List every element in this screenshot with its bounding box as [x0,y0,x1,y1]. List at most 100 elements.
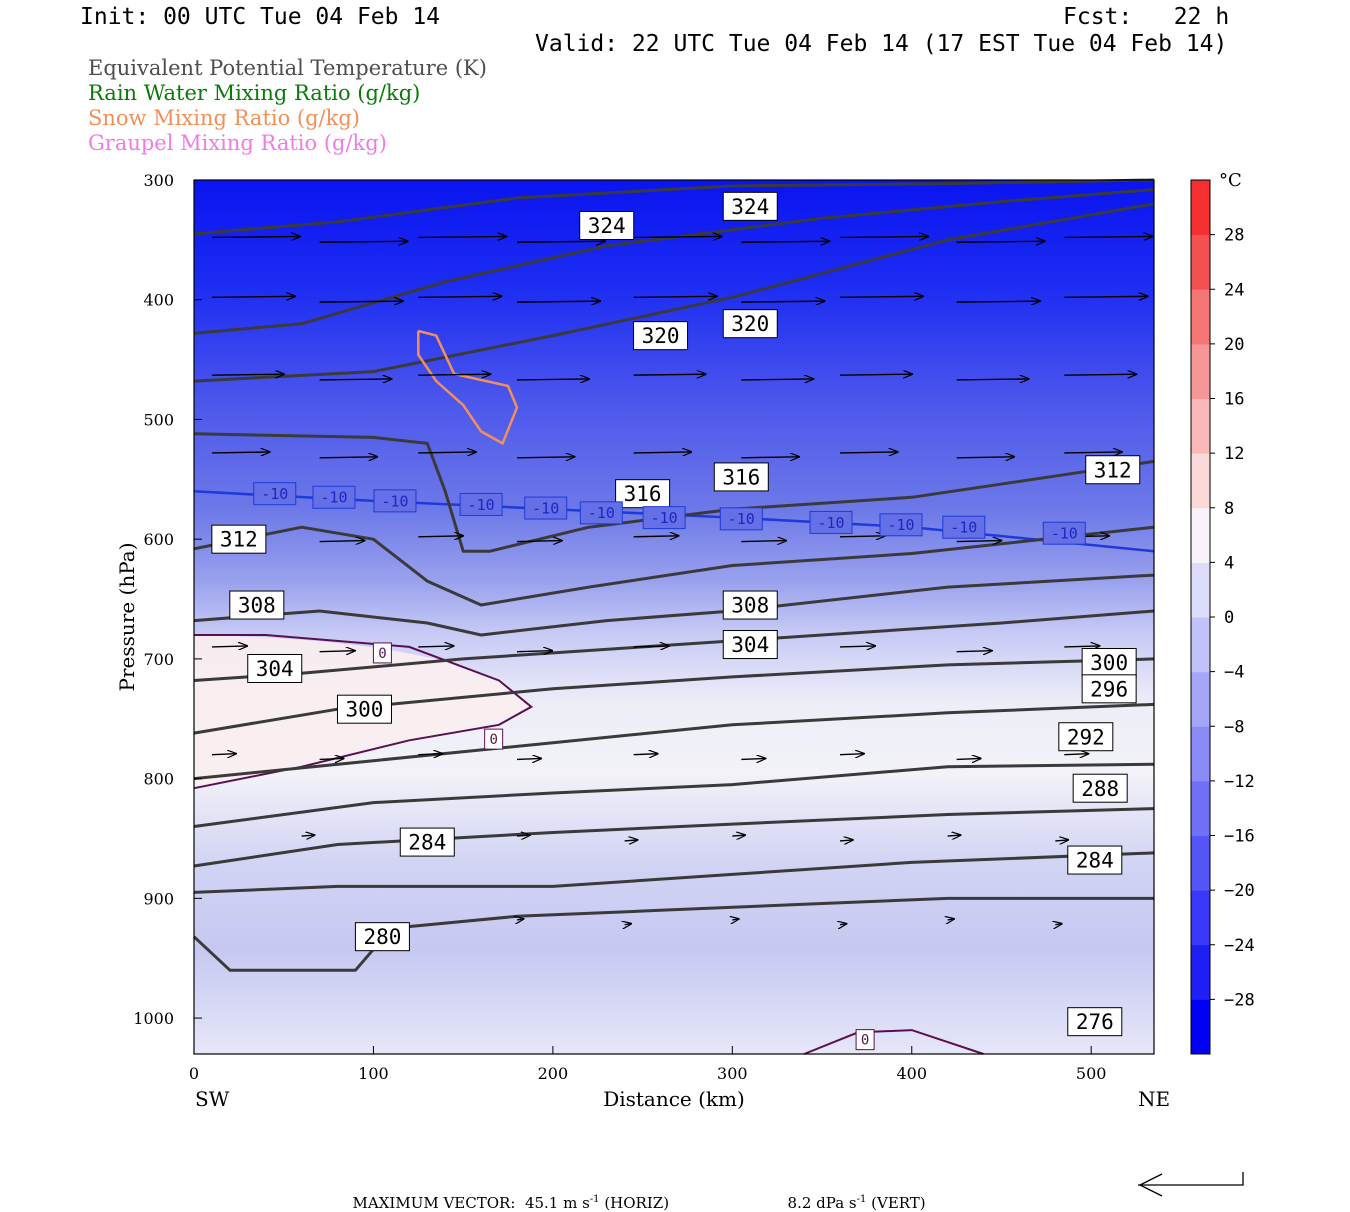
wind-vector [1064,754,1088,755]
legend-theta-e: Equivalent Potential Temperature (K) [88,56,487,80]
temperature-label-minus10-box [719,507,763,531]
wind-vector [839,296,923,297]
colorbar-label: −4 [1224,663,1244,683]
wind-vector [741,457,799,458]
wind-vector [948,919,954,920]
colorbar-bin [1191,780,1210,836]
colorbar-label: −12 [1224,772,1255,792]
forecast-hour: Fcst: 22 h [1063,6,1229,29]
colorbar-bin [1191,453,1210,509]
temperature-label-minus10: -10 [728,510,755,528]
wind-vector [633,646,669,647]
colorbar-label: −16 [1224,827,1255,847]
wind-vector [516,301,600,302]
wind-vector [418,296,501,297]
temperature-label-minus10-box [942,515,986,539]
wind-vector [516,457,575,458]
theta-e-contour-280-11 [193,851,1155,894]
theta-e-label-312-box [211,524,267,554]
temperature-label-minus10: -10 [588,504,615,522]
theta-e-label-312: 312 [220,528,258,552]
theta-e-contour-288-9 [193,762,1155,828]
colorbar-bin [1191,726,1210,782]
theta-e-label-276: 276 [1076,1010,1114,1034]
theta-e-label-284: 284 [408,831,446,855]
colorbar-unit: °C [1219,170,1242,191]
wind-vector [211,236,300,237]
colorbar-label: −24 [1224,936,1255,956]
colorbar-bin [1191,562,1210,618]
wind-vector [625,924,631,925]
colorbar-bin [1191,944,1210,1000]
wind-vector [741,758,765,759]
temperature-label-minus10: -10 [887,516,914,534]
colorbar-bin [1191,289,1210,345]
max-vector-line: MAXIMUM VECTOR: 45.1 m s-1 (HORIZ) [343,1176,670,1212]
theta-e-label-324-box [722,191,778,221]
wind-vector [211,646,247,647]
wind-vector [947,835,961,836]
theta-e-label-308-box [722,590,778,620]
wind-vector [301,835,315,836]
colorbar-bin [1191,234,1210,290]
legend-graupel: Graupel Mixing Ratio (g/kg) [88,131,387,155]
x-tick-label: 300 [717,1064,748,1083]
wind-vector [319,758,344,759]
colorbar-label: 24 [1224,280,1244,300]
wind-vector [956,301,1040,302]
theta-e-label-320: 320 [731,312,769,336]
temperature-label-minus10: -10 [651,509,678,527]
theta-e-label-312: 312 [1094,458,1132,482]
y-tick-label: 1000 [133,1009,174,1028]
colorbar-bin [1191,617,1210,673]
theta-e-label-292: 292 [1067,725,1105,749]
wind-vector [319,301,403,302]
temperature-label-minus10: -10 [950,519,977,537]
x-tick-label: 0 [189,1064,199,1083]
temperature-label-0-box [855,1029,875,1051]
temperature-label-0-box [372,642,392,664]
theta-e-label-288-box [1072,773,1128,803]
colorbar-bin [1191,507,1210,563]
wind-vector [516,651,552,652]
wind-vector [741,379,813,380]
wind-vector [517,919,523,920]
theta-e-label-324: 324 [588,214,626,238]
temperature-label-0-box [484,728,504,750]
theta-e-label-320: 320 [642,324,680,348]
colorbar-bin [1191,180,1210,236]
colorbar-label: 0 [1224,608,1234,628]
reference-vector [1138,1172,1244,1197]
legend-snow: Snow Mixing Ratio (g/kg) [88,106,360,130]
legend-rain-water: Rain Water Mixing Ratio (g/kg) [88,81,421,105]
theta-e-label-304: 304 [731,633,769,657]
theta-e-label-280-box [354,922,410,952]
colorbar-label: 12 [1224,444,1244,464]
wind-vector [418,646,453,647]
wind-vector [516,241,605,242]
wind-vector [840,924,846,925]
x-right-direction: NE [1138,1087,1170,1111]
colorbar-label: 16 [1224,390,1244,410]
y-tick-label: 500 [143,410,174,429]
temperature-label-minus10-box [1042,521,1086,545]
reference-vector-head [1138,1173,1163,1197]
wind-vector [319,651,355,652]
wind-vector [1064,646,1099,647]
max-vector-horiz: 45.1 m s [524,1194,590,1212]
wind-vector [418,536,463,537]
wind-vector [211,296,295,297]
wind-vector [956,457,1015,458]
temperature-label-minus10: -10 [817,514,844,532]
theta-e-label-308: 308 [238,594,276,618]
wind-vector [732,919,738,920]
x-tick-label: 100 [358,1064,389,1083]
wind-vector [319,541,365,542]
theta-e-label-284-box [399,827,455,857]
wind-vector [633,536,679,537]
snow-contour [417,329,519,446]
wind-vector [839,374,912,375]
x-axis-label: Distance (km) [603,1087,745,1111]
theta-e-contour-312-3 [193,432,1155,553]
